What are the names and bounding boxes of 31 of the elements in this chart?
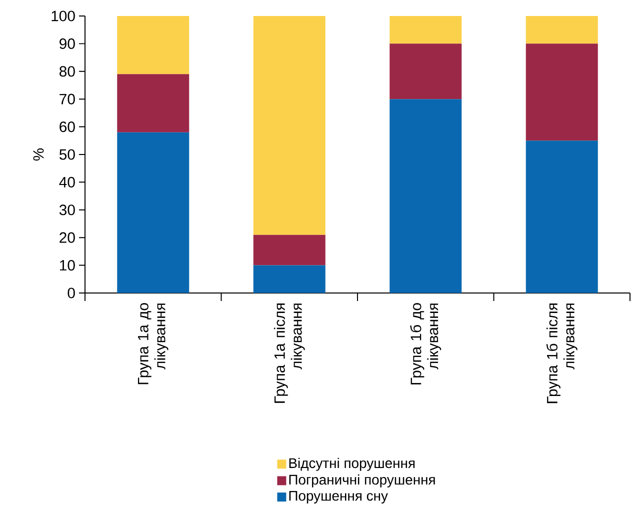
y-axis-title: % (33, 148, 44, 161)
bar (390, 99, 462, 293)
legend-label: Пограничні порушення (289, 474, 435, 488)
y-tick-label: 90 (60, 38, 75, 49)
y-tick-label: 50 (59, 149, 75, 160)
y-tick-label: 60 (60, 121, 75, 132)
bar (390, 44, 462, 100)
bar (526, 140, 598, 293)
x-tick-label: Група 1б після лікування (546, 304, 578, 404)
bar (253, 16, 326, 235)
bar (526, 16, 598, 44)
y-tick-label: 30 (59, 204, 75, 216)
x-tick-label: Група 1б до лікування (410, 303, 442, 384)
bar (117, 74, 190, 132)
y-tick-label: 40 (59, 176, 75, 188)
x-tick-label: Група 1а після лікування (274, 304, 305, 403)
legend-label: Порушення сну (289, 491, 388, 504)
bar (253, 234, 326, 266)
y-tick-label: 80 (60, 66, 75, 77)
x-tick-label: Група 1а до лікування (138, 303, 168, 384)
legend-label: Відсутні порушення (289, 458, 415, 471)
y-tick-label: 0 (68, 288, 75, 298)
bar (117, 16, 190, 74)
y-tick-label: 20 (60, 232, 75, 243)
y-tick-label: 10 (60, 260, 75, 271)
bar (117, 132, 190, 293)
bar (390, 16, 462, 44)
y-tick-label: 100 (52, 10, 75, 22)
y-tick-label: 70 (60, 94, 75, 104)
bar (526, 44, 598, 141)
bar (253, 265, 326, 293)
